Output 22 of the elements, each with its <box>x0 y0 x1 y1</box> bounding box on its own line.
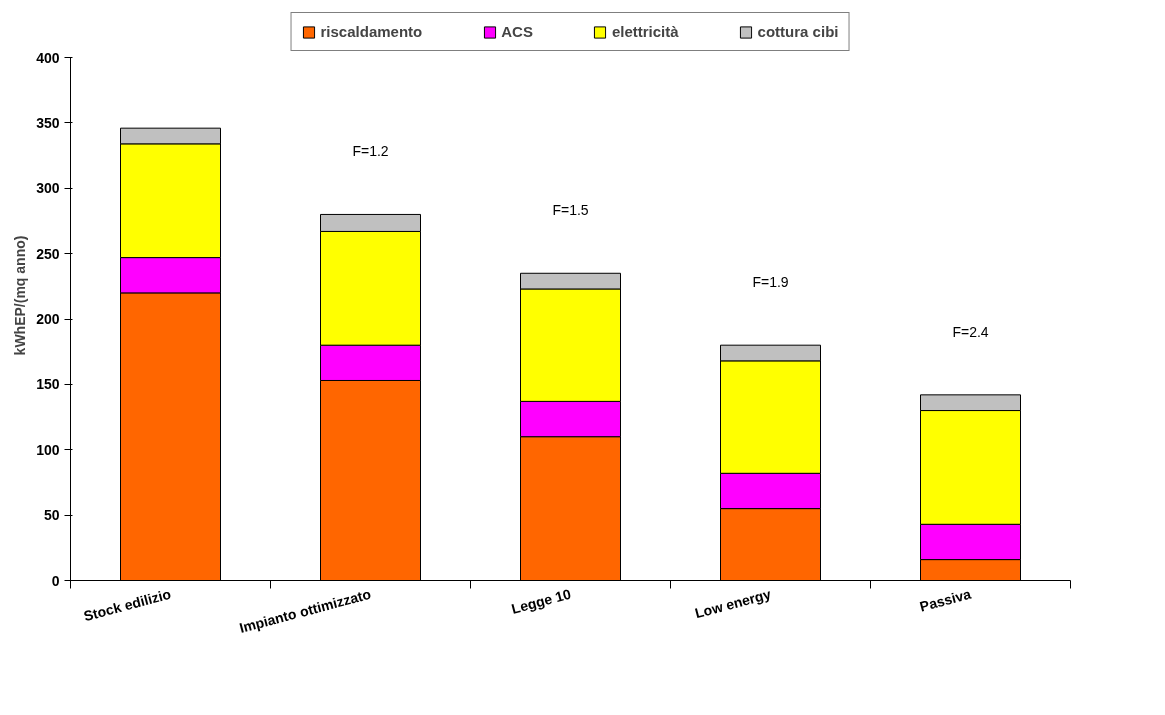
legend-label: ACS <box>501 23 533 40</box>
y-tick-label: 100 <box>36 441 60 458</box>
legend-label: riscaldamento <box>320 23 423 40</box>
x-tick-label: Stock edilizio <box>81 585 173 625</box>
y-tick-label: 300 <box>36 180 60 197</box>
y-tick-label: 400 <box>36 49 60 66</box>
annotation: F=1.2 <box>352 143 389 160</box>
annotation: F=1.9 <box>752 274 789 291</box>
x-tick-label: Passiva <box>918 585 973 615</box>
x-tick-label: Low energy <box>693 585 773 622</box>
y-tick-label: 250 <box>36 245 60 262</box>
y-tick-label: 0 <box>51 572 60 589</box>
y-tick-label: 200 <box>36 311 60 328</box>
legend-label: elettricità <box>611 23 679 40</box>
legend-label: cottura cibi <box>757 23 839 40</box>
y-tick-label: 350 <box>36 114 60 131</box>
x-tick-label: Legge 10 <box>509 585 573 617</box>
annotation: F=2.4 <box>952 323 989 340</box>
y-tick-label: 150 <box>36 376 60 393</box>
y-axis-title: kWhEP/(mq anno) <box>12 235 29 356</box>
annotation: F=1.5 <box>552 202 589 219</box>
y-tick-label: 50 <box>43 507 60 524</box>
